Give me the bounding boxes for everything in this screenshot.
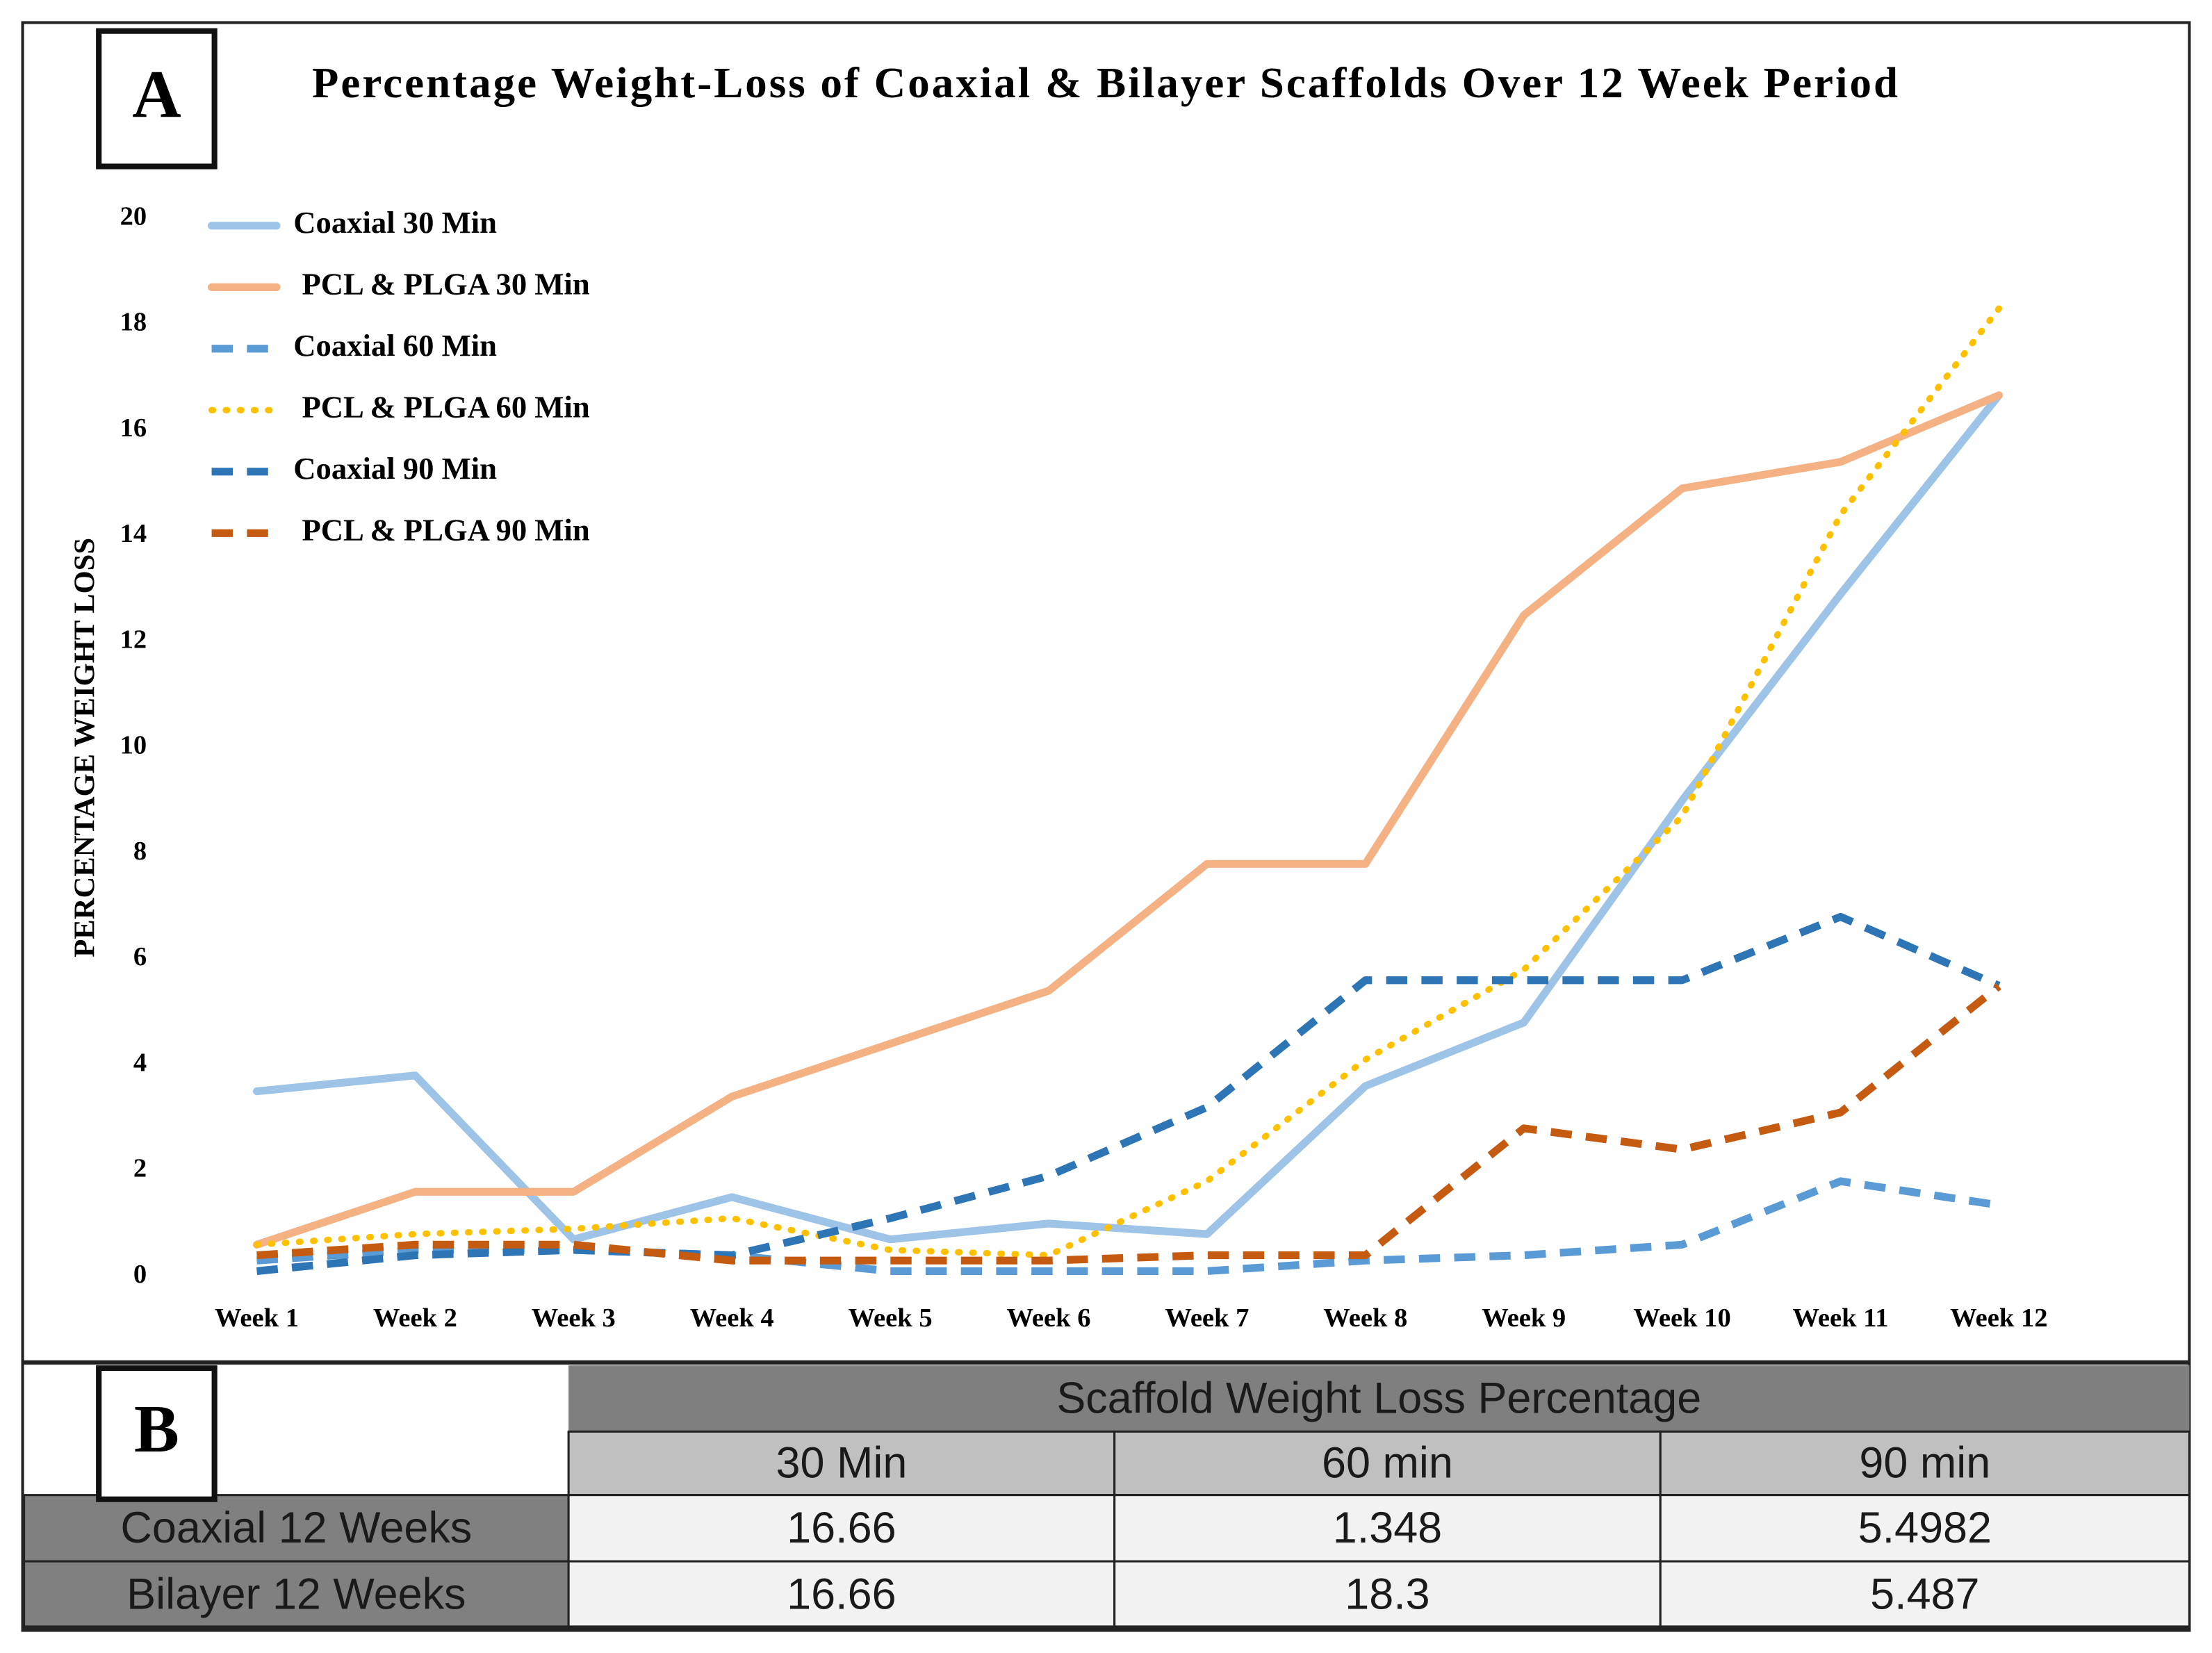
row-header: Coaxial 12 Weeks xyxy=(120,1504,472,1552)
panel-label-box xyxy=(96,1365,218,1502)
legend-label: PCL & PLGA 60 Min xyxy=(302,390,589,425)
y-tick-label: 12 xyxy=(120,625,147,654)
y-tick-label: 8 xyxy=(133,837,147,866)
legend-label: PCL & PLGA 30 Min xyxy=(302,267,589,302)
x-tick-label: Week 4 xyxy=(690,1304,774,1333)
legend-label: Coaxial 30 Min xyxy=(293,205,497,240)
row-header-cell xyxy=(23,1560,570,1629)
series-line xyxy=(256,982,2001,1265)
figure-border xyxy=(21,21,2191,1632)
x-tick-label: Week 11 xyxy=(1792,1304,1888,1333)
x-tick-label: Week 5 xyxy=(849,1304,933,1333)
x-tick-label: Week 8 xyxy=(1323,1304,1407,1333)
legend-label: Coaxial 90 Min xyxy=(293,451,497,486)
y-tick-label: 14 xyxy=(120,519,147,548)
series-line xyxy=(252,391,2003,1249)
y-tick-label: 2 xyxy=(133,1154,147,1183)
cell-value: 5.487 xyxy=(1870,1570,1979,1618)
cell-value: 18.3 xyxy=(1345,1570,1429,1618)
column-header-cell xyxy=(1113,1430,1662,1497)
panel-label: A xyxy=(132,58,181,133)
y-tick-label: 16 xyxy=(120,413,147,443)
y-tick-label: 6 xyxy=(133,942,147,971)
table-cell xyxy=(567,1560,1116,1629)
legend-label: Coaxial 60 Min xyxy=(293,328,497,363)
column-header-cell xyxy=(1659,1430,2190,1497)
series-line xyxy=(252,391,2003,1244)
column-header: 60 min xyxy=(1322,1439,1453,1488)
y-tick-label: 18 xyxy=(120,308,147,337)
table-cell xyxy=(1659,1494,2190,1563)
table-title-cell xyxy=(568,1365,2190,1432)
y-tick-label: 0 xyxy=(133,1260,147,1289)
x-tick-label: Week 7 xyxy=(1165,1304,1249,1333)
table-cell xyxy=(567,1494,1116,1563)
cell-value: 5.4982 xyxy=(1858,1504,1992,1552)
x-tick-label: Week 2 xyxy=(373,1304,457,1333)
cell-value: 16.66 xyxy=(787,1570,896,1618)
y-axis-label: PERCENTAGE WEIGHT LOSS xyxy=(69,538,101,957)
x-tick-label: Week 12 xyxy=(1950,1304,2047,1333)
chart-title: Percentage Weight-Loss of Coaxial & Bila… xyxy=(312,58,1900,107)
table-cell xyxy=(1659,1560,2190,1629)
legend-label: PCL & PLGA 90 Min xyxy=(302,513,589,548)
x-tick-label: Week 6 xyxy=(1007,1304,1091,1333)
x-tick-label: Week 9 xyxy=(1482,1304,1566,1333)
cell-value: 1.348 xyxy=(1333,1504,1442,1552)
row-header-cell xyxy=(23,1494,570,1563)
column-header: 30 Min xyxy=(776,1439,907,1488)
panel-label: B xyxy=(134,1392,179,1467)
cell-value: 16.66 xyxy=(787,1504,896,1552)
y-tick-label: 20 xyxy=(120,202,147,231)
y-tick-label: 10 xyxy=(120,731,147,760)
series-line xyxy=(256,912,2001,1275)
table-title: Scaffold Weight Loss Percentage xyxy=(1056,1374,1701,1422)
x-tick-label: Week 1 xyxy=(215,1304,299,1333)
x-tick-label: Week 3 xyxy=(532,1304,616,1333)
title-line: Percentage Weight-Loss of Coaxial & Bila… xyxy=(312,58,1900,107)
panel-label-box xyxy=(96,28,218,170)
table-cell xyxy=(1113,1560,1662,1629)
x-tick-label: Week 10 xyxy=(1633,1304,1730,1333)
y-tick-label: 4 xyxy=(133,1048,147,1077)
row-header: Bilayer 12 Weeks xyxy=(126,1570,466,1618)
column-header: 90 min xyxy=(1859,1439,1990,1488)
